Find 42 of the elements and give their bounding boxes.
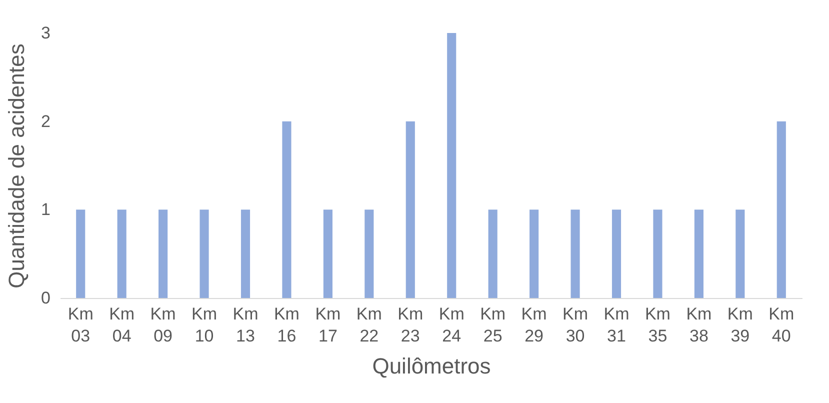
x-tick-label: Km 17 (315, 304, 341, 346)
x-tick-label: Km 29 (521, 304, 547, 346)
bar (736, 210, 745, 298)
bar (530, 210, 539, 298)
x-tick-label: Km 16 (274, 304, 300, 346)
bar (282, 121, 292, 298)
y-tick-label: 0 (41, 288, 50, 308)
y-tick-label: 3 (41, 24, 50, 42)
bar (776, 121, 786, 298)
x-tick-label: Km 09 (150, 304, 176, 346)
bar (488, 210, 498, 298)
x-axis-title: Quilômetros (372, 354, 491, 378)
bar (240, 210, 250, 298)
x-tick-label: Km 03 (68, 304, 94, 346)
x-tick-label: Km 04 (109, 304, 135, 346)
x-tick-label: Km 31 (604, 304, 630, 346)
y-tick-label: 2 (41, 112, 50, 131)
bar (694, 210, 704, 298)
bar (447, 33, 456, 298)
x-tick-label: Km 39 (727, 304, 753, 346)
x-tick-label: Km 13 (232, 304, 258, 346)
x-tick-label: Km 30 (562, 304, 588, 346)
x-tick-label: Km 10 (192, 304, 218, 346)
bar (653, 210, 662, 298)
x-tick-label: Km 23 (398, 304, 424, 346)
y-tick-label: 1 (41, 200, 50, 220)
x-tick-label: Km 40 (768, 304, 794, 346)
bar (117, 210, 126, 298)
x-tick-label: Km 38 (686, 304, 712, 346)
bar (406, 121, 415, 298)
bar (612, 210, 622, 298)
bar (364, 210, 374, 298)
bar (158, 210, 168, 298)
x-tick-label: Km 25 (480, 304, 506, 346)
bar (76, 210, 86, 298)
x-tick-label: Km 35 (644, 304, 670, 346)
y-axis-title: Quantidade de acidentes (4, 44, 30, 288)
x-tick-label: Km 24 (438, 304, 464, 346)
x-tick-label: Km 22 (356, 304, 382, 346)
bar (200, 210, 209, 298)
bar (323, 210, 332, 298)
bar (570, 210, 580, 298)
